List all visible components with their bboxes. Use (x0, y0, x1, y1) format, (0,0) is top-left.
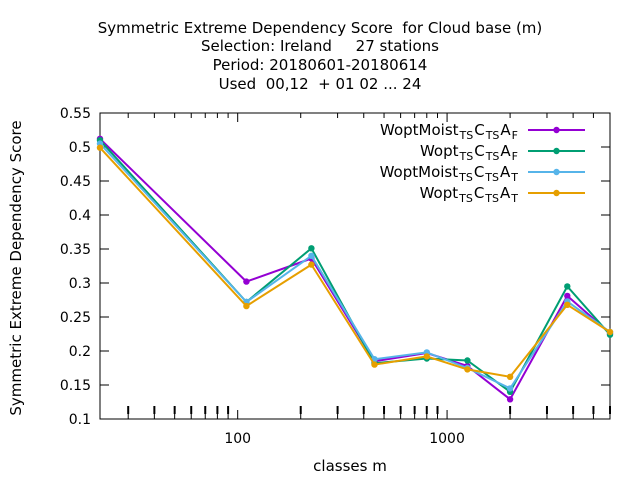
y-tick-label: 0.1 (69, 412, 91, 428)
data-point-s4-9 (606, 328, 614, 336)
legend-label-part: C (474, 163, 484, 181)
legend-marker-4 (553, 189, 560, 197)
legend-marker-2 (553, 147, 560, 155)
data-point-s1-2 (243, 278, 250, 285)
legend-label-part: T (510, 192, 518, 205)
y-tick-label: 0.3 (69, 276, 91, 292)
legend-label-part: C (474, 184, 484, 202)
legend-label-part: TS (484, 192, 499, 205)
legend-label-part: TS (485, 129, 500, 142)
chart-title: Symmetric Extreme Dependency Score for C… (97, 19, 543, 37)
data-point-s2-8 (564, 283, 571, 290)
legend-marker-3 (553, 168, 560, 176)
series-line-3 (99, 142, 611, 390)
legend-label-part: TS (459, 129, 474, 142)
legend-label-part: Wopt (420, 184, 459, 202)
y-tick-label: 0.15 (60, 378, 91, 394)
legend-label-part: C (474, 142, 484, 160)
data-point-s1-8 (564, 292, 571, 300)
y-tick-label: 0.45 (60, 174, 91, 190)
legend-label-2: WoptTSCTSAF (420, 142, 518, 163)
chart-subtitle-used: Used 00,12 + 01 02 ... 24 (218, 75, 422, 93)
plot-frame (99, 112, 611, 420)
legend-label-part: WoptMoist (380, 163, 459, 181)
legend-label-part: A (500, 163, 511, 181)
data-point-s4-4 (371, 361, 378, 368)
y-axis-title: Symmetric Extreme Dependency Score (7, 120, 25, 415)
data-point-s4-6 (464, 366, 471, 373)
legend-label-part: TS (484, 171, 499, 184)
y-tick-label: 0.2 (69, 344, 91, 360)
legend-label-part: C (474, 121, 484, 139)
data-point-s3-3 (308, 252, 315, 259)
legend-label-part: A (500, 121, 511, 139)
axis-ticks: 0.1 0.15 0.2 0.25 0.3 0.35 0.4 0.45 0.5 0.55 100 10… (60, 106, 611, 447)
legend-label-1: WoptMoistTSCTSAF (380, 121, 518, 142)
x-axis-title: classes m (313, 457, 387, 475)
legend-label-part: TS (458, 192, 473, 205)
legend-label-part: TS (459, 150, 474, 163)
y-tick-label: 0.55 (60, 106, 91, 122)
legend-label-part: F (512, 150, 518, 163)
data-point-s3-7 (506, 385, 514, 392)
y-tick-label: 0.25 (60, 310, 91, 326)
legend-label-part: A (500, 184, 511, 202)
x-tick-label: 100 (224, 431, 251, 447)
legend-label-3: WoptMoistTSCTSAT (380, 163, 519, 184)
legend-label-part: WoptMoist (380, 121, 459, 139)
legend-marker-1 (553, 126, 560, 134)
chart-subtitle-selection: Selection: Ireland 27 stations (201, 37, 439, 55)
data-point-s4-3 (308, 261, 315, 268)
legend-label-part: TS (458, 171, 473, 184)
legend-label-part: T (510, 171, 518, 184)
x-tick-label: 1000 (429, 431, 465, 447)
legend-label-part: Wopt (420, 142, 459, 160)
series-lines (96, 135, 614, 403)
y-tick-label: 0.4 (69, 208, 91, 224)
chart-subtitle-period: Period: 20180601-20180614 (212, 56, 428, 74)
y-tick-label: 0.35 (60, 242, 91, 258)
axes (99, 112, 611, 420)
series-line-1 (99, 138, 611, 401)
data-point-s4-7 (506, 373, 514, 380)
y-tick-label: 0.5 (69, 140, 91, 156)
data-point-s4-5 (423, 353, 430, 360)
legend-label-part: F (512, 129, 518, 142)
data-point-s4-1 (96, 144, 104, 151)
data-point-s4-8 (564, 301, 571, 308)
data-point-s1-7 (506, 396, 514, 403)
legend: WoptMoistTSCTSAFWoptTSCTSAFWoptMoistTSCT… (380, 121, 585, 205)
legend-label-4: WoptTSCTSAT (420, 184, 519, 205)
series-line-4 (99, 147, 611, 378)
legend-label-part: A (500, 142, 511, 160)
data-point-s2-3 (308, 245, 315, 252)
data-point-s4-2 (243, 302, 250, 310)
data-point-s2-6 (464, 357, 471, 364)
legend-label-part: TS (485, 150, 500, 163)
